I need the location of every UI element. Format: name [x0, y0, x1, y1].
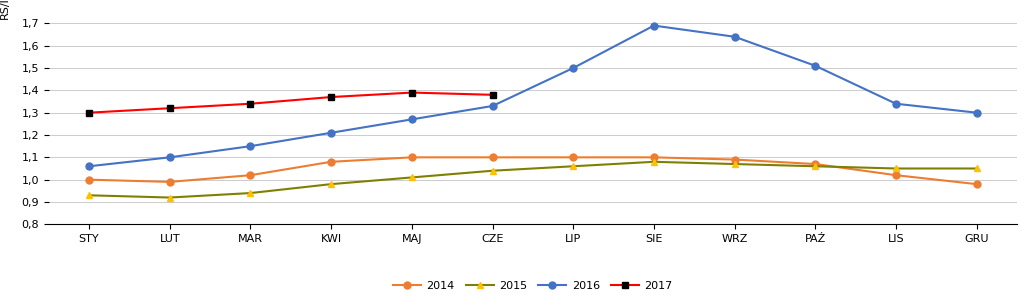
2016: [809, 64, 821, 68]
2014: [809, 162, 821, 166]
2015: [890, 167, 902, 170]
2014: [245, 173, 257, 177]
2017: [245, 102, 257, 106]
2014: [406, 156, 418, 159]
2014: [890, 173, 902, 177]
2015: [728, 162, 740, 166]
2014: [486, 156, 499, 159]
Line: 2017: 2017: [86, 89, 496, 116]
2015: [648, 160, 660, 164]
2017: [164, 106, 176, 110]
2015: [486, 169, 499, 172]
2014: [164, 180, 176, 184]
2017: [83, 111, 95, 115]
2016: [971, 111, 983, 115]
2016: [406, 118, 418, 121]
2017: [406, 91, 418, 95]
2014: [567, 156, 580, 159]
2017: [325, 95, 337, 99]
2016: [890, 102, 902, 106]
Line: 2014: 2014: [86, 154, 980, 188]
2014: [728, 158, 740, 161]
2016: [83, 164, 95, 168]
2015: [325, 182, 337, 186]
Y-axis label: RS/l: RS/l: [0, 0, 10, 19]
2014: [971, 182, 983, 186]
2017: [486, 93, 499, 97]
2015: [567, 164, 580, 168]
2015: [406, 176, 418, 179]
2016: [245, 144, 257, 148]
2015: [809, 164, 821, 168]
2016: [728, 35, 740, 38]
2014: [325, 160, 337, 164]
2015: [971, 167, 983, 170]
2016: [325, 131, 337, 135]
2016: [567, 66, 580, 70]
2014: [648, 156, 660, 159]
Legend: 2014, 2015, 2016, 2017: 2014, 2015, 2016, 2017: [389, 277, 677, 296]
2014: [83, 178, 95, 181]
2016: [164, 156, 176, 159]
2016: [648, 24, 660, 27]
2016: [486, 104, 499, 108]
Line: 2016: 2016: [86, 22, 980, 170]
2015: [164, 196, 176, 199]
Line: 2015: 2015: [86, 158, 980, 201]
2015: [83, 193, 95, 197]
2015: [245, 191, 257, 195]
